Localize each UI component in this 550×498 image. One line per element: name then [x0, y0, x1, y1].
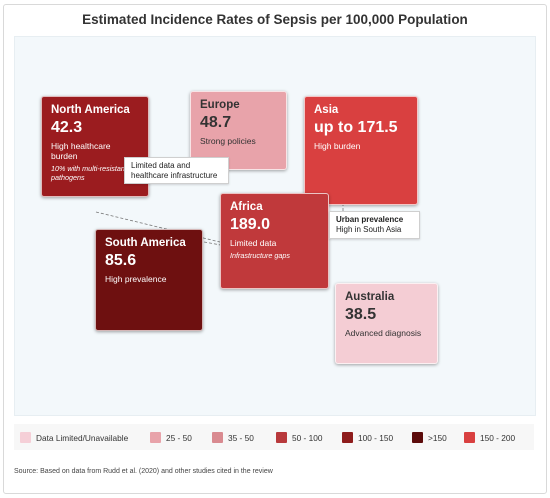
region-note: Infrastructure gaps	[230, 251, 290, 260]
legend-item: 50 - 100	[276, 432, 322, 443]
region-value: 38.5	[345, 306, 377, 323]
legend-swatch	[212, 432, 223, 443]
region-europe[interactable]: Europe 48.7 Strong policies	[190, 91, 287, 170]
region-value: 48.7	[200, 114, 232, 131]
legend-item: 150 - 200	[464, 432, 515, 443]
legend-label: 25 - 50	[166, 433, 192, 443]
legend-label: 100 - 150	[358, 433, 394, 443]
legend: Data Limited/Unavailable 25 - 50 35 - 50…	[14, 424, 534, 450]
region-south-america[interactable]: South America 85.6 High prevalence	[95, 229, 203, 331]
region-desc: High prevalence	[105, 274, 167, 284]
legend-swatch	[342, 432, 353, 443]
region-name: Australia	[345, 291, 395, 303]
region-value: 85.6	[105, 252, 137, 269]
source-note: Source: Based on data from Rudd et al. (…	[14, 468, 273, 475]
legend-item: 35 - 50	[212, 432, 254, 443]
legend-label: 150 - 200	[480, 433, 516, 443]
region-asia[interactable]: Asia up to 171.5 High burden	[304, 96, 418, 205]
tooltip-limited-data: Limited data and healthcare infrastructu…	[124, 157, 229, 184]
region-desc: High healthcare burden	[51, 141, 111, 161]
figure-title: Estimated Incidence Rates of Sepsis per …	[82, 12, 468, 27]
region-desc: Limited data	[230, 238, 277, 248]
legend-label: 35 - 50	[228, 433, 254, 443]
legend-item: >150	[412, 432, 447, 443]
legend-item: 100 - 150	[342, 432, 393, 443]
legend-label: 50 - 100	[292, 433, 323, 443]
legend-label: Data Limited/Unavailable	[36, 433, 129, 443]
tooltip-body: High in South Asia	[336, 225, 402, 235]
region-desc: Advanced diagnosis	[345, 328, 422, 338]
region-note: 10% with multi-resistant pathogens	[51, 164, 127, 182]
region-value: 42.3	[51, 119, 83, 136]
connector-north-america-africa	[95, 211, 225, 244]
tooltip-title: Urban prevalence	[336, 215, 404, 224]
region-name: North America	[51, 104, 130, 116]
region-name: Asia	[314, 104, 339, 116]
tooltip-urban-prevalence: Urban prevalence High in South Asia	[329, 211, 420, 239]
legend-swatch	[20, 432, 31, 443]
legend-item: Data Limited/Unavailable	[20, 432, 128, 443]
region-desc: High burden	[314, 141, 361, 151]
legend-item: 25 - 50	[150, 432, 192, 443]
region-name: Africa	[230, 201, 263, 213]
legend-swatch	[412, 432, 423, 443]
region-name: Europe	[200, 99, 240, 111]
region-australia[interactable]: Australia 38.5 Advanced diagnosis	[335, 283, 438, 364]
legend-swatch	[150, 432, 161, 443]
tooltip-line: healthcare infrastructure	[131, 171, 218, 181]
region-value: up to 171.5	[314, 119, 398, 136]
legend-swatch	[276, 432, 287, 443]
region-value: 189.0	[230, 216, 271, 233]
tooltip-line: Limited data and	[131, 161, 191, 170]
region-name: South America	[105, 237, 186, 249]
region-desc: Strong policies	[200, 136, 256, 146]
region-africa[interactable]: Africa 189.0 Limited data Infrastructure…	[220, 193, 329, 289]
legend-swatch	[464, 432, 475, 443]
legend-label: >150	[428, 433, 447, 443]
